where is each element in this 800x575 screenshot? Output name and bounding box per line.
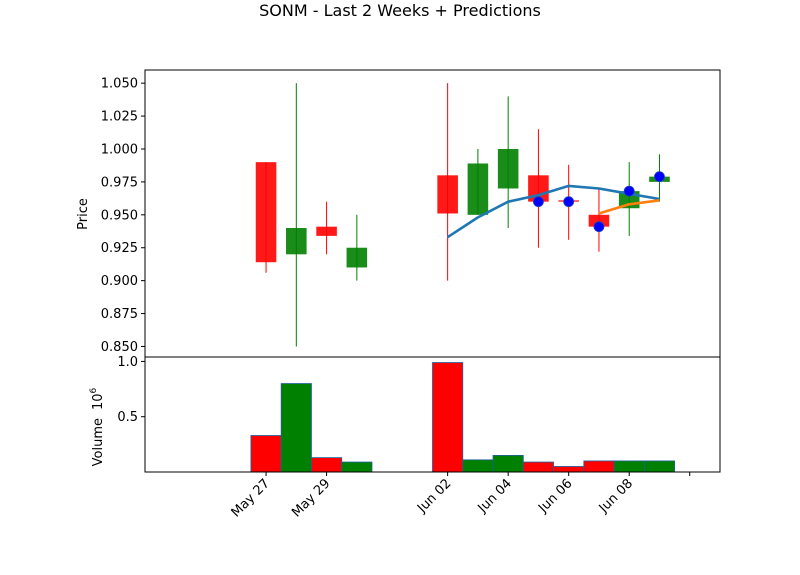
- price-tick-label: 1.050: [101, 77, 138, 92]
- candle-body: [316, 226, 337, 236]
- volume-bar: [583, 460, 615, 473]
- candle: [467, 148, 489, 215]
- volume-panel: 0.5 1.0 Volume 106: [89, 355, 721, 473]
- volume-bar: [432, 362, 464, 473]
- candle-body: [467, 163, 489, 215]
- volume-bar: [250, 435, 282, 473]
- price-tick-label: 0.925: [101, 241, 138, 256]
- volume-axis-label: Volume: [91, 418, 106, 466]
- price-tick-label: 0.975: [101, 175, 138, 190]
- candle: [497, 96, 519, 228]
- prediction-marker: [563, 196, 575, 208]
- candles: [255, 83, 670, 347]
- price-tick-label: 1.025: [101, 110, 138, 125]
- volume-bars: [250, 362, 676, 473]
- candle: [346, 214, 368, 281]
- volume-tick-label: 1.0: [117, 355, 138, 370]
- volume-bar: [522, 461, 554, 473]
- volume-bar: [462, 459, 494, 473]
- prediction-marker: [533, 196, 544, 208]
- price-y-ticks: 0.850 0.875 0.900 0.925 0.950 0.975 1.000 1.025…: [101, 77, 145, 355]
- candle-body: [286, 227, 307, 255]
- prediction-markers: [533, 171, 665, 233]
- candle-body: [255, 162, 277, 263]
- prediction-marker: [593, 221, 605, 233]
- prediction-line-orange: [598, 199, 660, 215]
- candle-body: [437, 175, 458, 214]
- price-tick-label: 0.850: [101, 340, 138, 355]
- candle: [437, 83, 458, 281]
- price-tick-label: 0.950: [101, 208, 138, 223]
- candle: [588, 188, 610, 252]
- price-axis-label: Price: [76, 198, 91, 230]
- volume-tick-label: 0.5: [117, 410, 138, 425]
- prediction-marker: [623, 185, 635, 197]
- candle-body: [588, 214, 610, 227]
- price-tick-label: 1.000: [101, 142, 138, 157]
- volume-bar: [613, 460, 645, 473]
- candle: [316, 201, 337, 255]
- price-panel: 0.850 0.875 0.900 0.925 0.950 0.975 1.000 1.025…: [76, 69, 721, 358]
- prediction-marker: [654, 171, 665, 183]
- volume-bar: [341, 461, 373, 473]
- volume-bar: [492, 455, 524, 473]
- volume-bar: [553, 466, 585, 473]
- volume-bar: [643, 460, 676, 473]
- price-tick-label: 0.875: [101, 307, 138, 322]
- volume-bar: [311, 457, 343, 473]
- candle-body: [346, 247, 368, 268]
- price-tick-label: 0.900: [101, 274, 138, 289]
- volume-axis-exponent: 106: [89, 387, 106, 410]
- candle: [255, 162, 277, 273]
- volume-y-ticks: 0.5 1.0: [117, 355, 145, 425]
- candle-body: [497, 148, 519, 189]
- volume-bar: [280, 383, 312, 473]
- candle: [286, 83, 307, 347]
- chart-title: SONM - Last 2 Weeks + Predictions: [259, 1, 541, 20]
- volume-axes-frame: [144, 356, 721, 473]
